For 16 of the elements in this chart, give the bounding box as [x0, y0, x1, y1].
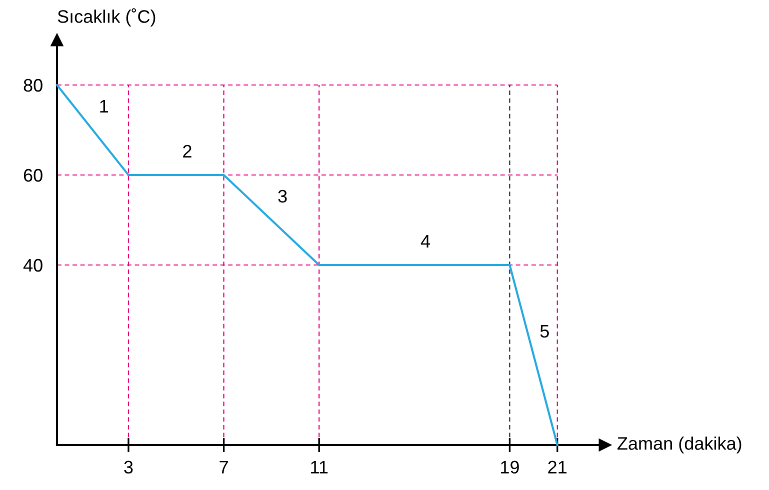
- annotation: 3: [278, 190, 287, 203]
- annotation: 5: [540, 325, 549, 338]
- x-tick-label: 7: [220, 460, 228, 474]
- y-tick-label: 40: [23, 258, 42, 272]
- x-axis-title: Zaman (dakika): [617, 436, 742, 454]
- y-axis-title: Sıcaklık (˚C): [58, 8, 156, 26]
- line-series: [56, 84, 558, 446]
- annotation: 1: [100, 100, 108, 112]
- x-tick-label: 19: [501, 460, 519, 474]
- annotation: 4: [420, 235, 430, 248]
- annotation: 2: [183, 144, 192, 158]
- x-tick-label: 21: [548, 460, 567, 474]
- y-tick-label: 60: [24, 168, 42, 182]
- x-tick-label: 3: [124, 460, 133, 474]
- x-tick-label: 11: [311, 460, 328, 474]
- y-tick-label: 80: [24, 78, 42, 92]
